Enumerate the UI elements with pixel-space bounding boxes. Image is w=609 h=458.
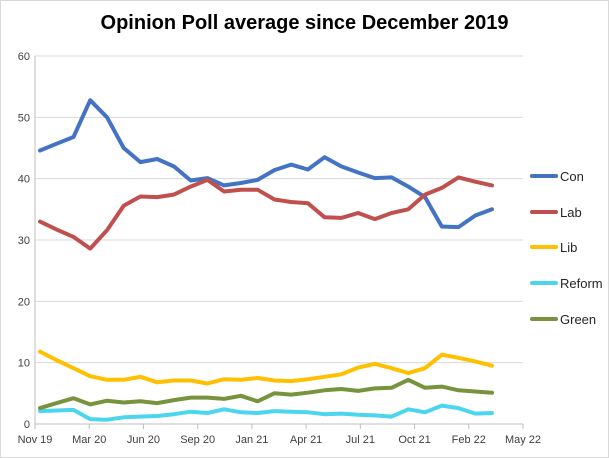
legend-label-lab: Lab bbox=[560, 205, 582, 220]
x-tick-label-jul-21: Jul 21 bbox=[346, 434, 375, 446]
series-line-green bbox=[38, 377, 494, 411]
x-tick-label-mar-20: Mar 20 bbox=[72, 434, 106, 446]
y-tick-label-0: 0 bbox=[24, 419, 30, 431]
x-tick-label-sep-20: Sep 20 bbox=[180, 434, 215, 446]
axes: 0 10 20 30 40 50 60 Nov 19 Mar 20 Jun 20 Sep 20 Jan… bbox=[18, 51, 541, 446]
legend-label-reform: Reform bbox=[560, 276, 603, 291]
legend-item-green: Green bbox=[530, 312, 596, 327]
series-line-lab bbox=[38, 175, 494, 251]
y-tick-label-10: 10 bbox=[18, 358, 30, 370]
x-tick-label-oct-21: Oct 21 bbox=[398, 434, 430, 446]
legend-item-con: Con bbox=[530, 169, 584, 184]
y-tick-label-20: 20 bbox=[18, 296, 30, 308]
legend-label-green: Green bbox=[560, 312, 596, 327]
chart-title: Opinion Poll average since December 2019 bbox=[100, 12, 509, 34]
legend-item-lib: Lib bbox=[530, 240, 577, 255]
legend-label-lib: Lib bbox=[560, 240, 577, 255]
legend-label-con: Con bbox=[560, 169, 584, 184]
x-tick-label-jan-21: Jan 21 bbox=[235, 434, 268, 446]
series-lines bbox=[38, 98, 494, 422]
x-tick-label-jun-20: Jun 20 bbox=[127, 434, 160, 446]
x-tick-label-may-22: May 22 bbox=[505, 434, 541, 446]
y-tick-label-60: 60 bbox=[18, 51, 30, 63]
y-tick-label-40: 40 bbox=[18, 174, 30, 186]
x-tick-label-feb-22: Feb 22 bbox=[452, 434, 486, 446]
series-line-con bbox=[38, 98, 494, 230]
series-line-reform bbox=[38, 403, 494, 422]
gridlines bbox=[35, 55, 523, 364]
x-tick-label-nov-19: Nov 19 bbox=[18, 434, 53, 446]
series-line-lib bbox=[38, 349, 494, 386]
x-tick-label-apr-21: Apr 21 bbox=[290, 434, 322, 446]
legend-item-reform: Reform bbox=[530, 276, 603, 291]
legend-item-lab: Lab bbox=[530, 205, 582, 220]
legend: Con Lab Lib Reform Green bbox=[530, 169, 603, 327]
y-tick-label-30: 30 bbox=[18, 235, 30, 247]
y-tick-label-50: 50 bbox=[18, 112, 30, 124]
